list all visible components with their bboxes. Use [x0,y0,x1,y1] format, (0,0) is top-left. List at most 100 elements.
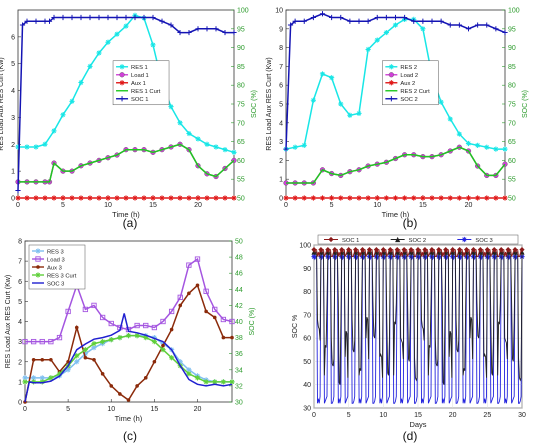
legend-label: RES 2 [400,65,417,71]
data-point [134,332,140,339]
data-point [141,195,147,201]
data-point [161,343,165,348]
series-line-res-2-curt [286,146,506,184]
y-tick-label: 90 [303,266,311,273]
y2-tick-label: 44 [235,287,243,294]
data-point [22,375,28,381]
legend-label: RES 1 Curt [131,89,161,95]
x-tick-label: 20 [465,202,473,209]
data-point [380,247,386,253]
data-point [169,327,174,332]
data-point [443,247,449,253]
data-point [347,112,353,118]
data-point [301,142,307,148]
legend-label: Aux 3 [47,265,62,271]
data-point [186,367,192,373]
data-point [329,195,335,201]
data-point [195,136,201,142]
y-tick-label: 1 [279,177,283,184]
data-point [69,14,75,21]
y2-tick-label: 80 [237,83,245,90]
legend-marker [35,256,41,262]
data-point [310,195,316,201]
y-tick-label: 2 [11,142,15,149]
data-point [177,294,183,300]
y-tick-label: 8 [279,45,283,52]
data-point [301,195,307,201]
data-point [65,308,71,315]
data-point [87,195,93,201]
data-point [456,22,462,28]
legend-marker [35,248,41,254]
data-point [96,14,102,21]
data-point [484,195,490,201]
data-point [134,322,140,329]
data-point [132,14,138,21]
legend-label: SOC 2 [400,97,417,103]
data-point [117,335,123,341]
data-point [359,247,366,253]
data-point [213,26,219,32]
data-point [91,341,97,347]
data-point [383,14,389,21]
y2-axis-label: SOC (%) [251,90,258,118]
y2-tick-label: 90 [237,45,245,52]
data-point [292,144,298,150]
data-point [46,18,53,24]
y2-tick-label: 65 [237,139,245,146]
data-point [311,254,317,260]
data-point [512,247,518,253]
y2-tick-label: 48 [235,255,243,262]
x-tick-label: 10 [379,412,387,419]
data-point [212,315,217,320]
data-point [231,195,237,201]
data-point [91,302,97,309]
data-point [498,247,504,253]
data-point [438,195,444,201]
data-point [394,247,400,253]
data-point [56,371,63,377]
data-point [56,334,63,341]
y-tick-label: 1 [18,379,22,386]
y-tick-label: 6 [18,279,22,286]
y2-tick-label: 70 [237,120,245,127]
x-tick-label: 15 [150,406,158,413]
data-point [114,195,120,201]
y-axis-label: SOC % [292,315,299,338]
data-point [420,18,426,24]
data-point [30,338,37,345]
data-point [229,379,235,385]
x-tick-label: 0 [23,406,27,413]
y-tick-label: 8 [18,239,22,246]
data-point [60,14,66,21]
data-point [204,309,208,314]
data-point [456,195,462,201]
data-point [365,18,371,24]
data-point [105,14,111,21]
data-point [99,314,106,321]
data-point [204,141,210,147]
data-point [168,195,174,201]
y2-tick-label: 70 [508,120,516,127]
data-point [338,195,344,201]
data-point [491,247,497,253]
data-point [203,288,209,294]
y-tick-label: 5 [18,299,22,306]
data-point [160,341,166,347]
data-point [143,335,149,341]
data-point [374,37,380,43]
legend-marker [461,236,467,243]
x-tick-label: 0 [16,202,20,209]
data-point [114,31,120,37]
data-point [194,375,201,381]
data-point [105,39,111,45]
series-line-res-1-curt [18,143,235,183]
x-tick-label: 25 [483,412,491,419]
legend-label: SOC 3 [475,238,492,244]
legend-marker [119,72,125,78]
data-point [436,247,442,253]
data-point [126,398,131,402]
legend-marker [119,96,125,102]
data-point [82,306,89,313]
y2-tick-label: 42 [235,303,243,310]
